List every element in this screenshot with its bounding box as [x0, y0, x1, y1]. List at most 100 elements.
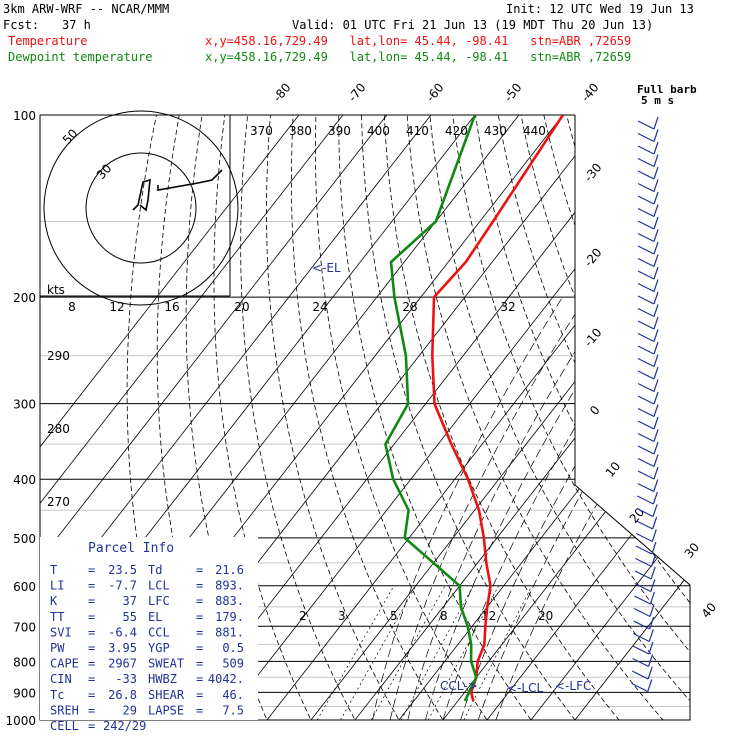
- init-time: Init: 12 UTC Wed 19 Jun 13: [506, 2, 694, 16]
- wind-barb: [637, 191, 659, 205]
- moist-adiabat: [442, 296, 656, 720]
- isotherm-label: 20: [627, 505, 648, 526]
- dewpoint-trace: [384, 115, 478, 702]
- parcel-key: TT: [50, 610, 64, 624]
- dry-adiabat: [429, 115, 690, 720]
- lfc-marker: <-LFC: [555, 679, 591, 693]
- isotherm-label: 10: [603, 459, 624, 480]
- moist-adiabat: [425, 296, 633, 720]
- parcel-eq: =: [88, 657, 95, 671]
- forecast-label: Fcst:: [3, 18, 39, 32]
- moist-adiabat: [407, 296, 610, 720]
- full-barb-label: Full barb: [637, 83, 697, 96]
- moist-adiabat: [389, 296, 586, 720]
- speed-tick-label: 16: [164, 300, 179, 314]
- wind-barb: [637, 491, 658, 505]
- theta-e-label: 440: [523, 124, 546, 138]
- isotherm-label: -10: [581, 325, 604, 349]
- parcel-key: K: [50, 594, 58, 608]
- parcel-eq: =: [88, 563, 95, 577]
- isotherm: [40, 115, 442, 720]
- speed-tick-label: 28: [402, 300, 417, 314]
- valid-time: Valid: 01 UTC Fri 21 Jun 13 (19 MDT Thu …: [292, 18, 653, 32]
- parcel-value: 179.: [215, 610, 244, 624]
- isotherm: [520, 115, 690, 720]
- mixing-ratio-label: 20: [538, 609, 553, 623]
- theta-label: 290: [47, 349, 70, 363]
- wind-barb: [635, 554, 657, 568]
- pressure-label-400: 400: [13, 473, 36, 487]
- parcel-value: 46.: [222, 688, 244, 702]
- wind-barb: [637, 229, 659, 243]
- isotherm: [300, 115, 690, 720]
- hodograph-ring-label: 30: [94, 161, 115, 182]
- wind-barb: [637, 416, 659, 430]
- temperature-trace: [431, 115, 564, 702]
- parcel-value: 37: [123, 594, 137, 608]
- isotherm: [40, 115, 398, 720]
- parcel-key: CAPE: [50, 657, 79, 671]
- parcel-eq: =: [88, 641, 95, 655]
- wind-barb: [633, 616, 655, 630]
- parcel-key: HWBZ: [148, 672, 177, 686]
- moist-adiabat: [477, 296, 690, 720]
- model-title: 3km ARW-WRF -- NCAR/MMM: [3, 2, 169, 16]
- pressure-label-700: 700: [13, 620, 36, 634]
- isotherm: [564, 115, 690, 720]
- parcel-eq: =: [88, 672, 95, 686]
- theta-label: 270: [47, 495, 70, 509]
- pressure-label-300: 300: [13, 398, 36, 412]
- dry-adiabat: [290, 115, 452, 720]
- wind-barb: [637, 454, 659, 468]
- hodograph-ring-label: 50: [60, 126, 81, 147]
- wind-barb: [637, 329, 659, 343]
- hodograph-ring-30: [85, 152, 197, 264]
- theta-e-label: 390: [328, 124, 351, 138]
- parcel-key: LFC: [148, 594, 170, 608]
- wind-barb: [634, 566, 656, 580]
- wind-barb: [637, 341, 659, 355]
- parcel-value: -7.7: [108, 579, 137, 593]
- parcel-key: CELL: [50, 719, 79, 733]
- speed-tick-label: 12: [109, 300, 124, 314]
- parcel-value: -6.4: [108, 625, 137, 639]
- mixing-ratio-label: 12: [481, 609, 496, 623]
- mixing-ratio-label: 8: [440, 609, 448, 623]
- wind-barb: [637, 354, 659, 368]
- parcel-value: 893.: [215, 579, 244, 593]
- wind-barb: [637, 116, 659, 130]
- parcel-eq: =: [196, 641, 203, 655]
- mixing-ratio-line: [316, 585, 395, 720]
- full-barb-units: 5 m s: [641, 94, 674, 107]
- isotherm-label: 40: [699, 600, 720, 621]
- wind-barb: [637, 404, 659, 418]
- parcel-value: 242/29: [103, 719, 146, 733]
- wind-barb: [637, 441, 659, 455]
- temperature-legend: Temperature: [8, 34, 87, 48]
- parcel-value: 3.95: [108, 641, 137, 655]
- isotherm: [40, 115, 310, 720]
- wind-barb: [631, 666, 653, 680]
- mixing-ratio-label: 2: [299, 609, 307, 623]
- parcel-value: 883.: [215, 594, 244, 608]
- wind-barb: [637, 316, 659, 330]
- isotherm-label: -30: [581, 160, 604, 184]
- temperature-location: x,y=458.16,729.49 lat,lon= 45.44, -98.41…: [205, 34, 631, 48]
- isotherm: [40, 115, 354, 720]
- wind-barb: [637, 154, 659, 168]
- parcel-info-title: Parcel Info: [88, 541, 174, 556]
- parcel-value: 7.5: [222, 703, 244, 717]
- ccl-marker: CCL->: [440, 679, 478, 693]
- wind-barb: [637, 141, 659, 155]
- parcel-value: 4042.: [208, 672, 244, 686]
- wind-barb: [637, 391, 659, 405]
- parcel-eq: =: [88, 579, 95, 593]
- dry-adiabat: [383, 115, 630, 720]
- parcel-eq: =: [196, 594, 203, 608]
- isotherm: [256, 115, 690, 720]
- theta-e-label: 370: [250, 124, 273, 138]
- theta-label: 280: [47, 422, 70, 436]
- parcel-eq: =: [196, 657, 203, 671]
- parcel-value: -33: [115, 672, 137, 686]
- dry-adiabat: [240, 115, 363, 720]
